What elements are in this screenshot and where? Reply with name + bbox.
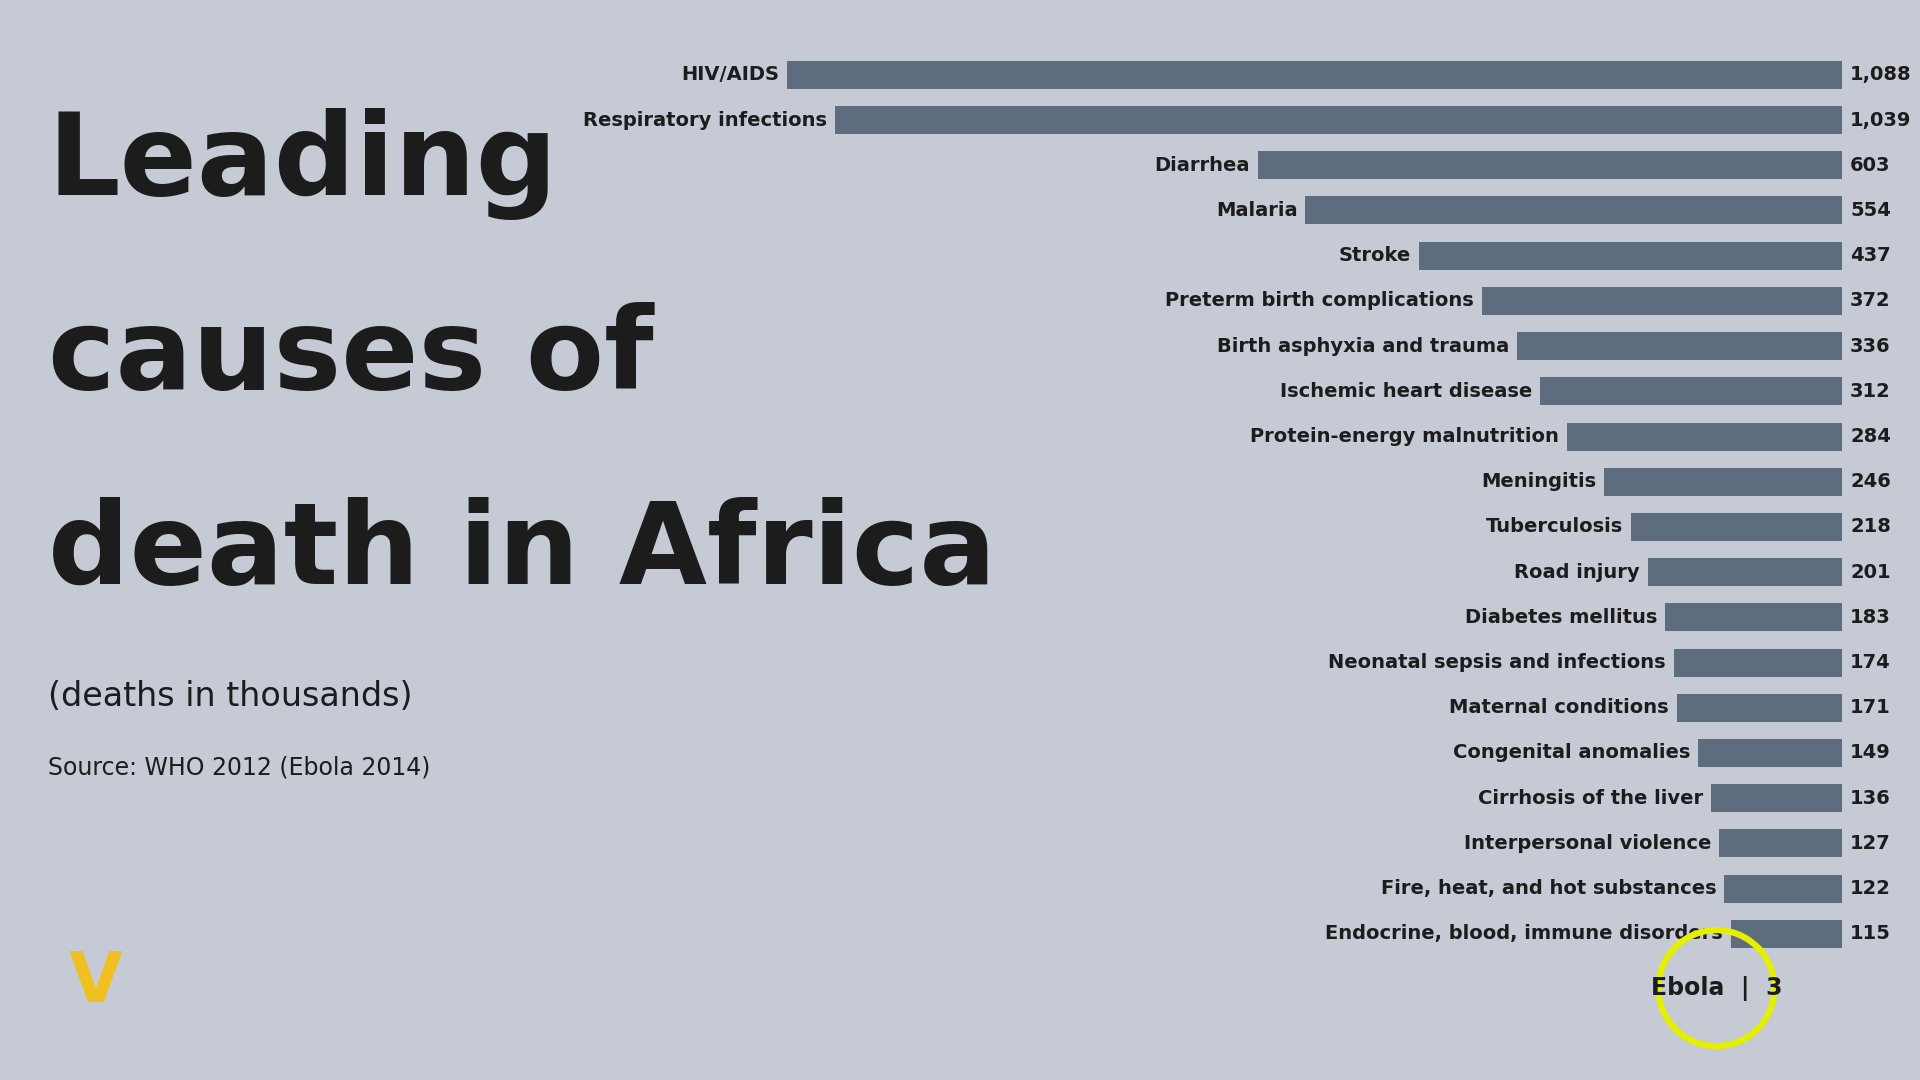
- Text: Maternal conditions: Maternal conditions: [1450, 699, 1668, 717]
- Text: 372: 372: [1851, 292, 1891, 310]
- Text: HIV/AIDS: HIV/AIDS: [682, 66, 780, 84]
- Text: Neonatal sepsis and infections: Neonatal sepsis and infections: [1329, 653, 1667, 672]
- Text: 201: 201: [1851, 563, 1891, 582]
- Text: Tuberculosis: Tuberculosis: [1486, 517, 1622, 537]
- Bar: [1697, 739, 1843, 767]
- Text: 336: 336: [1851, 337, 1891, 355]
- Bar: [1517, 332, 1843, 360]
- Text: Road injury: Road injury: [1515, 563, 1640, 582]
- Bar: [1630, 513, 1843, 541]
- Bar: [1718, 829, 1843, 858]
- Text: Ischemic heart disease: Ischemic heart disease: [1281, 382, 1532, 401]
- Text: 171: 171: [1851, 699, 1891, 717]
- Bar: [1603, 468, 1843, 496]
- Text: Congenital anomalies: Congenital anomalies: [1453, 743, 1690, 762]
- Bar: [835, 106, 1843, 134]
- Text: death in Africa: death in Africa: [48, 497, 996, 608]
- Text: 183: 183: [1851, 608, 1891, 626]
- Text: causes of: causes of: [48, 302, 653, 414]
- Text: Malaria: Malaria: [1215, 201, 1298, 220]
- Text: Protein-energy malnutrition: Protein-energy malnutrition: [1250, 427, 1559, 446]
- Text: 174: 174: [1851, 653, 1891, 672]
- Bar: [1258, 151, 1843, 179]
- Text: 115: 115: [1851, 924, 1891, 943]
- Text: 1,039: 1,039: [1851, 110, 1912, 130]
- Text: 437: 437: [1851, 246, 1891, 266]
- Text: 246: 246: [1851, 472, 1891, 491]
- Bar: [1647, 558, 1843, 586]
- Bar: [1306, 197, 1843, 225]
- Text: Cirrhosis of the liver: Cirrhosis of the liver: [1478, 788, 1703, 808]
- Text: Endocrine, blood, immune disorders: Endocrine, blood, immune disorders: [1325, 924, 1722, 943]
- Bar: [1711, 784, 1843, 812]
- Bar: [1419, 242, 1843, 270]
- Text: 603: 603: [1851, 156, 1891, 175]
- Bar: [1676, 693, 1843, 721]
- Text: (deaths in thousands): (deaths in thousands): [48, 680, 413, 714]
- Bar: [1482, 287, 1843, 315]
- Text: 1,088: 1,088: [1851, 66, 1912, 84]
- Text: Ebola  |  3: Ebola | 3: [1651, 975, 1782, 1000]
- Text: Stroke: Stroke: [1338, 246, 1411, 266]
- Bar: [1567, 422, 1843, 450]
- Bar: [1724, 875, 1843, 903]
- Text: 284: 284: [1851, 427, 1891, 446]
- Text: 149: 149: [1851, 743, 1891, 762]
- Bar: [787, 60, 1843, 89]
- Text: 136: 136: [1851, 788, 1891, 808]
- Text: 554: 554: [1851, 201, 1891, 220]
- Text: V: V: [69, 949, 123, 1016]
- Text: 218: 218: [1851, 517, 1891, 537]
- Text: Interpersonal violence: Interpersonal violence: [1465, 834, 1711, 853]
- Text: 127: 127: [1851, 834, 1891, 853]
- Text: Leading: Leading: [48, 108, 559, 220]
- Text: Preterm birth complications: Preterm birth complications: [1165, 292, 1475, 310]
- Bar: [1674, 649, 1843, 676]
- Bar: [1665, 604, 1843, 632]
- Text: 122: 122: [1851, 879, 1891, 899]
- Text: Meningitis: Meningitis: [1480, 472, 1596, 491]
- Text: Respiratory infections: Respiratory infections: [584, 110, 828, 130]
- Bar: [1540, 377, 1843, 405]
- Text: Diarrhea: Diarrhea: [1154, 156, 1250, 175]
- Text: 312: 312: [1851, 382, 1891, 401]
- Text: Source: WHO 2012 (Ebola 2014): Source: WHO 2012 (Ebola 2014): [48, 756, 430, 780]
- Text: Diabetes mellitus: Diabetes mellitus: [1465, 608, 1657, 626]
- Text: Fire, heat, and hot substances: Fire, heat, and hot substances: [1380, 879, 1716, 899]
- Text: Birth asphyxia and trauma: Birth asphyxia and trauma: [1217, 337, 1509, 355]
- Bar: [1732, 920, 1843, 948]
